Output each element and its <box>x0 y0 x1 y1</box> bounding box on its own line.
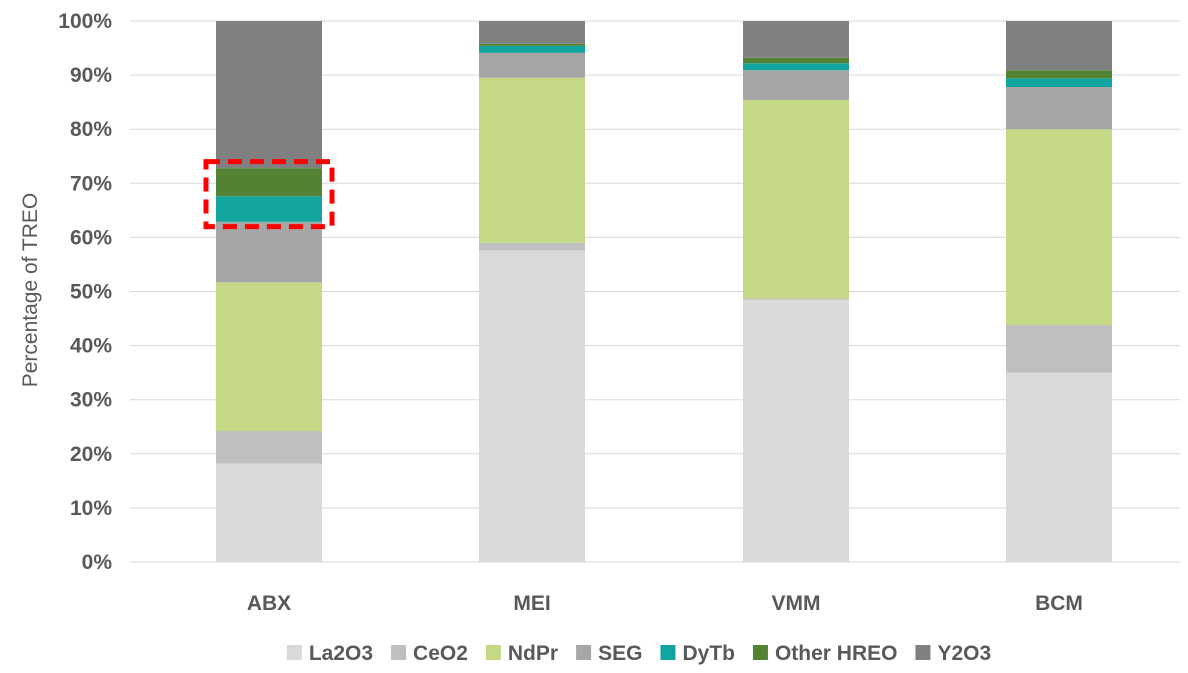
y-tick-label: 60% <box>70 226 112 249</box>
x-axis-ticks: ABX MEI VMM BCM <box>247 592 1083 615</box>
bar-segment <box>743 298 849 300</box>
legend-label: La2O3 <box>309 642 373 665</box>
legend-swatch <box>485 645 501 660</box>
bars <box>216 21 1112 562</box>
x-tick-label: ABX <box>247 592 291 615</box>
annotation-layer <box>203 159 335 230</box>
y-tick-label: 100% <box>58 10 112 33</box>
bar-segment <box>479 77 585 243</box>
bar-segment <box>216 168 322 197</box>
bar-segment <box>216 221 322 283</box>
bar-segment <box>479 21 585 44</box>
legend-swatch <box>286 645 302 660</box>
y-tick-label: 30% <box>70 389 112 412</box>
bar-segment <box>1006 87 1112 130</box>
legend-swatch <box>660 645 676 660</box>
y-tick-label: 90% <box>70 64 112 87</box>
bar-segment <box>743 299 849 562</box>
legend-label: Y2O3 <box>937 642 991 665</box>
y-axis-ticks: 0% 10% 20% 30% 40% 50% 60% 70% 80% 90% 100% <box>58 10 112 574</box>
legend-label: CeO2 <box>413 642 468 665</box>
y-tick-label: 40% <box>70 335 112 358</box>
bar-segment <box>216 431 322 464</box>
legend-swatch <box>576 645 592 660</box>
bar-segment <box>216 196 322 222</box>
bar-segment <box>743 21 849 58</box>
bar-segment <box>479 43 585 46</box>
legend-label: SEG <box>598 642 642 665</box>
bar-segment <box>216 282 322 432</box>
legend-label: DyTb <box>682 642 735 665</box>
bar-segment <box>743 70 849 100</box>
bar-segment <box>1006 21 1112 71</box>
y-tick-label: 50% <box>70 281 112 304</box>
highlight-box <box>203 159 335 230</box>
bar-segment <box>743 99 849 299</box>
bar-segment <box>1006 78 1112 88</box>
legend-swatch <box>391 645 407 660</box>
x-tick-label: VMM <box>772 592 821 615</box>
bar-segment <box>1006 129 1112 326</box>
bar-segment <box>743 57 849 64</box>
bar-segment <box>1006 325 1112 373</box>
y-tick-label: 0% <box>82 551 113 574</box>
legend-swatch <box>752 645 768 660</box>
bar-segment <box>216 463 322 562</box>
x-tick-label: BCM <box>1035 592 1083 615</box>
y-tick-label: 10% <box>70 497 112 520</box>
y-tick-label: 80% <box>70 118 112 141</box>
x-tick-label: MEI <box>513 592 550 615</box>
legend: La2O3 CeO2 NdPr SEG DyTb Other HREO Y2O3 <box>286 642 991 665</box>
legend-label: NdPr <box>508 642 558 665</box>
legend-label: Other HREO <box>775 642 898 665</box>
bar-segment <box>1006 372 1112 562</box>
y-tick-label: 20% <box>70 443 112 466</box>
legend-swatch <box>915 645 931 660</box>
y-axis-label: Percentage of TREO <box>19 193 42 388</box>
bar-segment <box>743 63 849 71</box>
y-tick-label: 70% <box>70 172 112 195</box>
bar-segment <box>216 21 322 169</box>
bar-segment <box>1006 70 1112 79</box>
bar-segment <box>479 250 585 562</box>
bar-segment <box>479 242 585 251</box>
bar-segment <box>479 45 585 53</box>
bar-segment <box>479 52 585 78</box>
